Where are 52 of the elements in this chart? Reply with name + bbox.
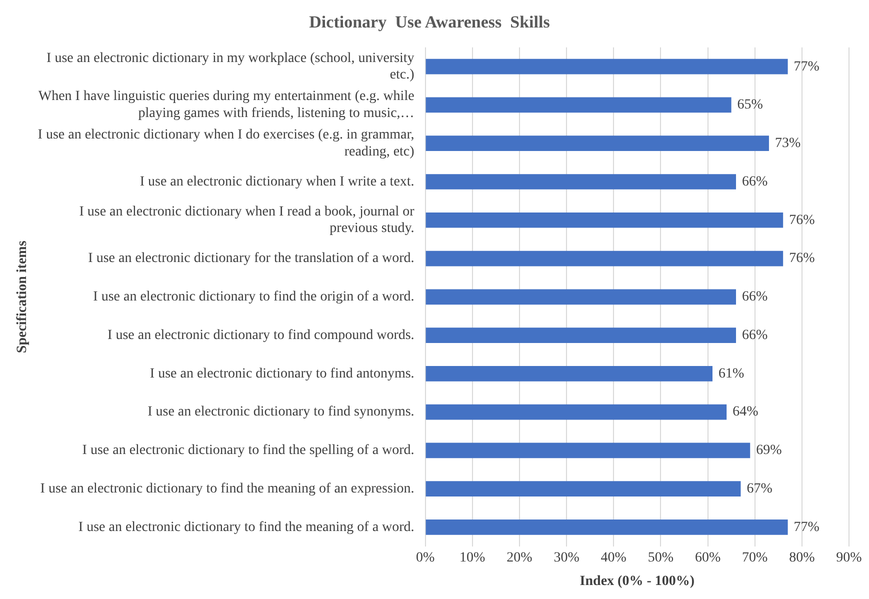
bar [426,58,788,74]
data-label: 76% [789,212,816,228]
data-label: 61% [718,366,744,382]
data-label: 77% [794,59,820,74]
data-label: 66% [742,290,768,305]
bar [426,212,784,228]
data-label: 76% [789,251,816,266]
y-tick-label: I use an electronic dictionary to find antonyms. [150,366,414,382]
y-tick-label: I use an electronic dictionary when I read a book, journal or previous study. [79,204,415,236]
bar [426,366,712,382]
y-tick-label: I use an electronic dictionary when I do exercises (e.g. in grammar, reading, etc) [38,128,415,160]
x-tick-label: 40% [600,550,627,566]
x-tick-label: 60% [694,550,721,566]
x-tick-label: 20% [506,550,533,566]
x-tick-label: 10% [460,550,486,566]
chart-title: Dictionary Use Awareness Skills [309,12,550,32]
x-tick-label: 30% [554,550,580,566]
x-tick-label: 90% [836,550,862,566]
bar [426,520,788,535]
y-tick-label: I use an electronic dictionary to find the origin of a word. [93,290,414,305]
y-tick-label: I use an electronic dictionary in my workplace (school, university etc.) [46,50,415,83]
bar [426,404,727,420]
x-tick-label: 80% [789,550,816,566]
bar [426,481,741,496]
data-label: 65% [737,98,764,113]
data-label: 69% [756,443,782,458]
data-label: 73% [774,136,801,152]
y-axis-title: Specification items [15,240,30,354]
y-tick-label: I use an electronic dictionary for the translation of a word. [88,251,414,266]
y-tick-label: When I have linguistic queries during my entertainment (e.g. while playing games with friends, listening to music,… [38,89,414,122]
y-tick-label: I use an electronic dictionary to find the spelling of a word. [82,443,414,458]
x-axis-title: Index (0% - 100%) [580,574,695,590]
data-label: 77% [794,520,820,535]
data-label: 66% [742,174,768,190]
y-tick-label: I use an electronic dictionary to find the meaning of an expression. [40,481,414,496]
bar [426,174,736,190]
x-tick-label: 70% [742,550,768,566]
data-label: 64% [732,404,759,420]
bar [426,97,732,113]
x-tick-label: 50% [648,550,674,566]
x-tick-label: 0% [416,550,435,566]
y-tick-label: I use an electronic dictionary to find synonyms. [148,404,414,420]
bar [426,136,769,152]
bar [426,328,736,343]
bar [426,289,736,305]
y-tick-label: I use an electronic dictionary to find the meaning of a word. [78,520,414,535]
data-label: 66% [742,328,768,343]
y-tick-label: I use an electronic dictionary when I write a text. [140,174,414,190]
bar [426,442,750,458]
y-tick-label: I use an electronic dictionary to find compound words. [108,328,414,343]
data-label: 67% [746,481,773,496]
bar [426,250,784,266]
